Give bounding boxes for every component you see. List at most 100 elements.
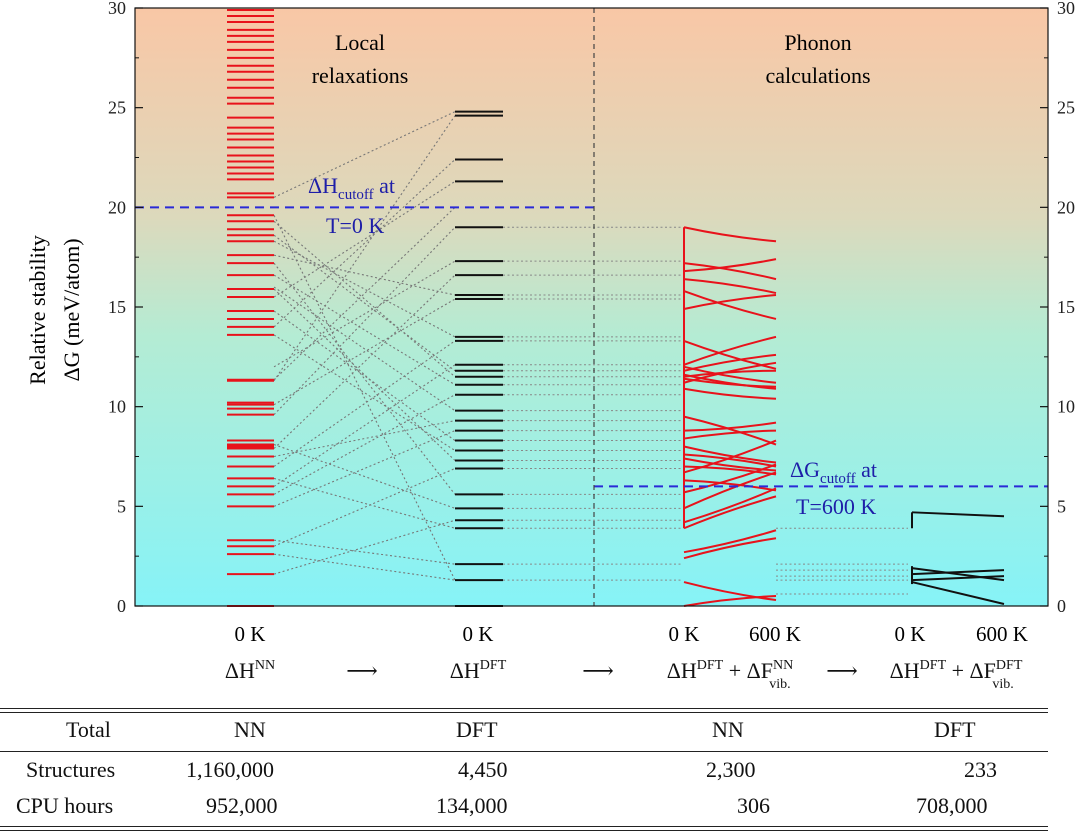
- nn-phonon-curve: [683, 421, 777, 432]
- table-row-structures-label: Structures: [26, 757, 116, 782]
- table-row-structures-dft: 4,450: [458, 757, 508, 782]
- connection-line: [273, 226, 456, 416]
- table-row-structures-dft-phon: 233: [964, 757, 997, 782]
- y-tick-label-left: 5: [117, 496, 126, 516]
- table-header-dft-phon: DFT: [934, 717, 976, 742]
- cutoff-g-symbol: ΔG: [790, 457, 820, 482]
- stage-nn-sup: NN: [255, 658, 275, 673]
- region-label-local-line1: Local: [335, 30, 385, 55]
- table-row-cpu-dft-phon: 708,000: [916, 793, 988, 818]
- temp-label-nn: 0 K: [235, 622, 266, 646]
- stage-arrow-2: ⟶: [582, 658, 614, 683]
- y-tick-label-right: 20: [1057, 197, 1075, 217]
- table-row-structures-nn: 1,160,000: [186, 757, 274, 782]
- nn-phonon-curve: [683, 339, 777, 370]
- nn-phonon-curve: [683, 529, 777, 554]
- dft-phonon-curve: [911, 511, 1005, 518]
- nn-phonon-curve: [683, 537, 777, 560]
- y-tick-label-left: 0: [117, 596, 126, 616]
- y-tick-label-left: 15: [108, 297, 126, 317]
- table-header-dft: DFT: [456, 717, 498, 742]
- connection-line: [273, 394, 456, 495]
- nn-phonon-curve: [683, 457, 777, 472]
- y-tick-label-right: 5: [1057, 496, 1066, 516]
- table-header-label: Total: [66, 717, 111, 742]
- stage-arrow-1: ⟶: [346, 658, 378, 683]
- plot-background: [135, 8, 1048, 606]
- cutoff-g-sub: cutoff: [820, 471, 856, 487]
- cutoff-lines: [135, 8, 1048, 606]
- stage-dftphon-sup2: DFT: [996, 658, 1023, 673]
- table-rule-header: [0, 751, 1048, 752]
- connection-line: [273, 111, 456, 198]
- nn-phonon-curve: [683, 439, 777, 474]
- cutoff-h-sub: cutoff: [338, 187, 374, 203]
- temp-label-nnphon-600: 600 K: [749, 622, 801, 646]
- cutoff-h-at: at: [374, 173, 395, 198]
- y-tick-label-right: 30: [1057, 0, 1075, 18]
- table-row-cpu-dft: 134,000: [436, 793, 508, 818]
- connection-line: [273, 539, 456, 565]
- stage-dft-main: ΔH: [450, 658, 480, 683]
- nn-phonon-curve: [683, 335, 777, 366]
- stage-label-dft: ΔHDFT: [450, 658, 507, 683]
- table-header-nn-phon: NN: [712, 717, 744, 742]
- y-tick-label-left: 10: [108, 397, 126, 417]
- cutoff-h-symbol: ΔH: [308, 173, 338, 198]
- y-axis-label-line2: ΔG (meV/atom): [59, 238, 84, 381]
- y-tick-label-right: 15: [1057, 297, 1075, 317]
- connection-line: [273, 274, 456, 449]
- stage-arrow-3: ⟶: [826, 658, 858, 683]
- stage-dftphon-sub2: vib.: [992, 677, 1013, 692]
- y-tick-label-right: 10: [1057, 397, 1075, 417]
- nn-phonon-curve: [683, 226, 777, 243]
- table-row-cpu-nn-phon: 306: [737, 793, 770, 818]
- axis-ticks: 0 0 5 5 10 10 15 15 20 20 25 25 30 30: [108, 0, 1075, 616]
- nn-levels: [227, 8, 274, 607]
- stage-label-dftphon: ΔHDFT + ΔFDFT vib.: [890, 658, 1023, 692]
- cutoff-g-at: at: [856, 457, 877, 482]
- connection-line: [273, 215, 456, 581]
- stability-chart: 0 0 5 5 10 10 15 15 20 20 25 25 30 30 Relative stabil…: [25, 0, 1075, 692]
- nn-phonon-curve: [683, 495, 777, 530]
- nn-phonon-curve: [683, 353, 777, 372]
- nn-phonon-curve: [683, 294, 777, 310]
- y-axis-label-line1: Relative stability: [25, 235, 50, 385]
- nn-phonon-curve: [683, 262, 777, 281]
- stage-nnphon-sub2: vib.: [769, 677, 790, 692]
- connection-line: [273, 159, 456, 328]
- y-axis-label: Relative stability ΔG (meV/atom): [25, 235, 84, 385]
- dft-levels: [455, 110, 503, 607]
- temp-label-dftphon-0: 0 K: [895, 622, 926, 646]
- connection-line: [273, 364, 456, 487]
- connection-line: [273, 298, 456, 406]
- nn-phonon-curve: [683, 487, 777, 524]
- connection-line: [273, 254, 456, 296]
- dft-phonon-curve: [911, 567, 1005, 582]
- table-row-cpu-label: CPU hours: [16, 793, 114, 818]
- connection-line: [273, 262, 456, 495]
- y-tick-label-left: 25: [108, 98, 126, 118]
- connection-line: [273, 444, 456, 509]
- dft-phonon-curve: [911, 581, 1005, 605]
- table-row-structures-nn-phon: 2,300: [706, 757, 756, 782]
- nn-phonon-curve: [683, 361, 777, 384]
- y-tick-label-right: 0: [1057, 596, 1066, 616]
- cutoff-g-temp: T=600 K: [796, 494, 876, 519]
- nn-phonon-curve: [683, 581, 777, 602]
- table-row-cpu-nn: 952,000: [206, 793, 278, 818]
- region-label-phonon-line1: Phonon: [784, 30, 851, 55]
- cutoff-g-label: ΔGcutoff at: [790, 457, 877, 487]
- phonon-curves: [683, 226, 1005, 607]
- stage-dft-sup: DFT: [480, 658, 507, 673]
- nn-phonon-curve: [683, 258, 777, 273]
- connection-line: [273, 234, 456, 372]
- temp-label-dft: 0 K: [463, 622, 494, 646]
- table-rule-top-2: [0, 712, 1048, 713]
- nn-phonon-curve: [683, 463, 777, 494]
- stage-nnphon-plus: + ΔF: [723, 658, 773, 683]
- region-label-local-line2: relaxations: [312, 63, 409, 88]
- connection-line: [273, 274, 456, 386]
- nn-phonon-curve: [683, 479, 777, 492]
- connection-line: [273, 310, 456, 442]
